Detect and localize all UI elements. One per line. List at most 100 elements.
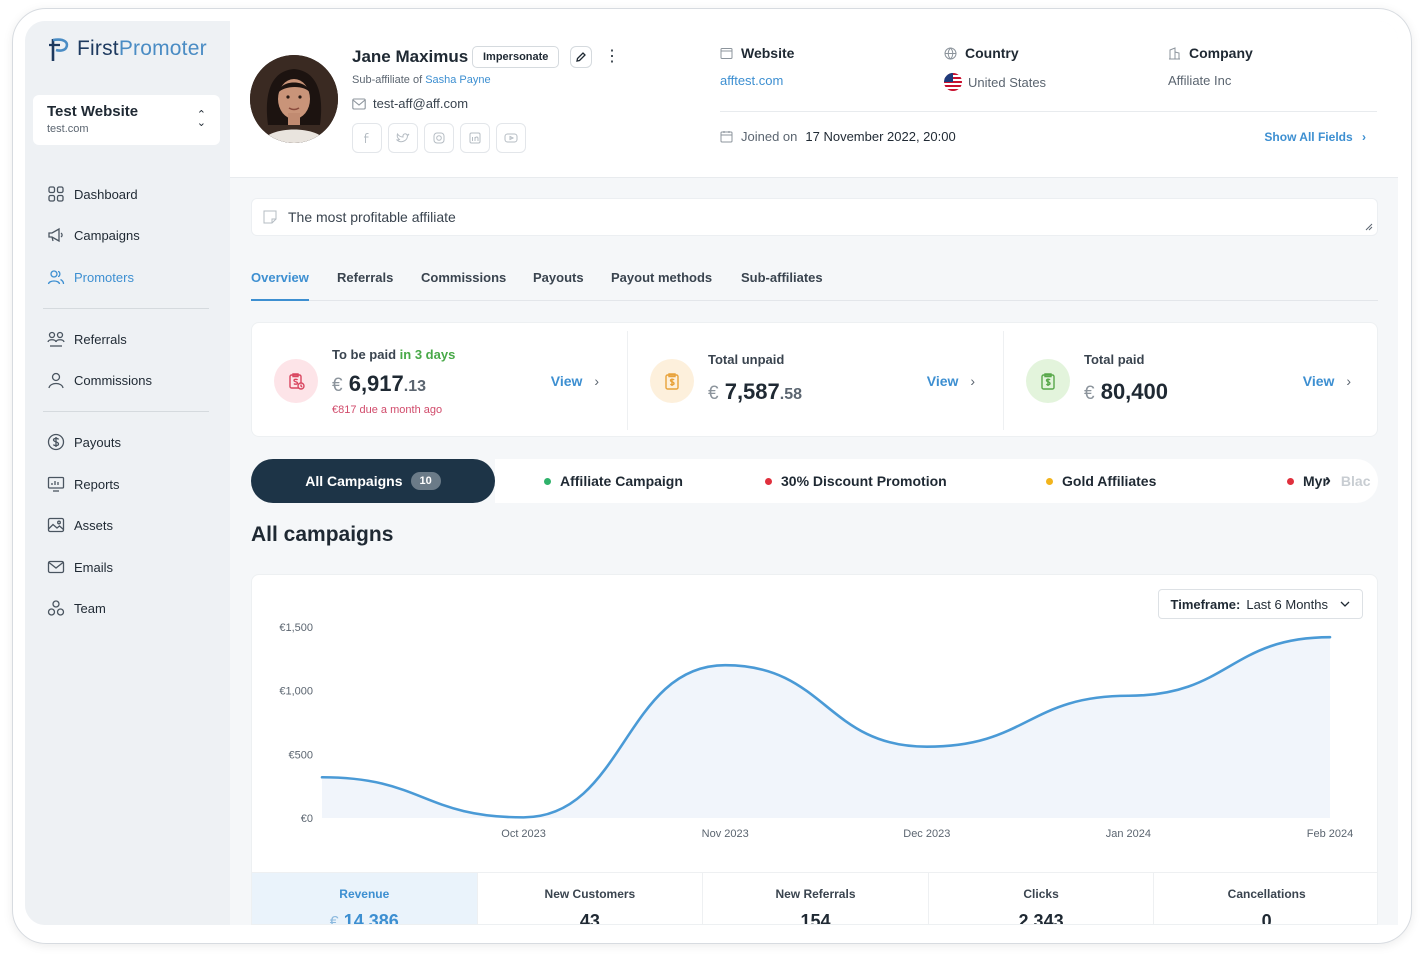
company-field: Company Affiliate Inc xyxy=(1168,45,1253,88)
view-to-be-paid-link[interactable]: View › xyxy=(550,373,599,389)
resize-handle-icon[interactable] xyxy=(1365,223,1373,231)
clipboard-dollar-icon xyxy=(650,359,694,403)
overflow-text: Blac xyxy=(1340,473,1371,489)
sidebar-divider xyxy=(43,411,209,412)
all-campaigns-button[interactable]: All Campaigns 10 xyxy=(251,459,495,503)
show-all-fields-link[interactable]: Show All Fields › xyxy=(1264,130,1366,144)
impersonate-button[interactable]: Impersonate xyxy=(472,46,560,68)
note-field[interactable]: The most profitable affiliate xyxy=(251,198,1378,236)
timeframe-select[interactable]: Timeframe: Last 6 Months xyxy=(1157,589,1363,619)
main-content: Jane Maximus Impersonate ⋮ Sub-affiliate… xyxy=(230,21,1398,925)
country-value: United States xyxy=(968,74,1047,90)
joined-date: Joined on 17 November 2022, 20:00 xyxy=(720,129,956,144)
campaign-list: Affiliate Campaign 30% Discount Promotio… xyxy=(495,459,1378,503)
chevron-down-icon xyxy=(1340,601,1350,607)
x-tick-label: Feb 2024 xyxy=(1307,828,1353,840)
website-link[interactable]: afftest.com xyxy=(720,73,784,88)
sidebar-item-payouts[interactable]: Payouts xyxy=(47,427,219,457)
campaign-count-badge: 10 xyxy=(410,472,441,490)
sidebar-item-label: Emails xyxy=(74,559,114,575)
promoter-name: Jane Maximus xyxy=(352,47,469,66)
metric-new-customers[interactable]: New Customers 43 xyxy=(478,873,704,924)
more-options-icon[interactable]: ⋮ xyxy=(604,48,620,65)
mail-icon xyxy=(47,560,65,574)
sidebar-item-referrals[interactable]: Referrals xyxy=(47,324,219,354)
chevron-right-icon: › xyxy=(1346,373,1351,389)
metrics-row: Revenue € 14.386 New Customers 43 New Re… xyxy=(252,872,1377,925)
building-icon xyxy=(1169,46,1180,59)
overdue-note: €817 due a month ago xyxy=(332,404,443,416)
sidebar-item-dashboard[interactable]: Dashboard xyxy=(47,179,219,209)
social-links xyxy=(352,123,526,153)
tab-payouts[interactable]: Payouts xyxy=(533,270,584,285)
sidebar-item-label: Assets xyxy=(74,517,114,533)
campaign-myr[interactable]: Myr Blac xyxy=(1287,459,1370,503)
sidebar-item-label: Promoters xyxy=(74,269,134,285)
sidebar-item-assets[interactable]: Assets xyxy=(47,510,219,540)
team-icon xyxy=(47,600,65,616)
sidebar-item-label: Campaigns xyxy=(74,227,140,243)
status-dot xyxy=(1287,477,1294,485)
profile-divider xyxy=(720,111,1377,112)
sidebar-item-campaigns[interactable]: Campaigns xyxy=(47,220,219,250)
globe-icon xyxy=(944,47,957,60)
tab-payout-methods[interactable]: Payout methods xyxy=(611,270,713,285)
sidebar-item-team[interactable]: Team xyxy=(47,593,219,623)
report-monitor-icon xyxy=(47,476,65,492)
metric-revenue[interactable]: Revenue € 14.386 xyxy=(252,873,478,924)
view-total-unpaid-link[interactable]: View › xyxy=(926,373,975,389)
overview-body: The most profitable affiliate Overview R… xyxy=(230,178,1398,925)
stat-total-paid: Total paid € 80,400 View › xyxy=(1004,323,1379,438)
tab-referrals[interactable]: Referrals xyxy=(337,270,394,285)
view-total-paid-link[interactable]: View › xyxy=(1302,373,1351,389)
sidebar-item-label: Payouts xyxy=(74,434,121,450)
stat-divider xyxy=(627,331,628,430)
linkedin-icon[interactable] xyxy=(460,123,490,153)
clipboard-check-icon xyxy=(1026,359,1070,403)
sidebar-item-commissions[interactable]: Commissions xyxy=(47,365,219,395)
y-tick-label: €1,500 xyxy=(279,622,313,634)
campaign-gold-affiliates[interactable]: Gold Affiliates xyxy=(1046,459,1156,503)
y-tick-label: €0 xyxy=(301,813,313,825)
profile-tabs: Overview Referrals Commissions Payouts P… xyxy=(251,270,1378,301)
tab-sub-affiliates[interactable]: Sub-affiliates xyxy=(741,270,823,285)
twitter-icon[interactable] xyxy=(388,123,418,153)
logo[interactable]: FirstPromoter xyxy=(47,35,207,63)
chevron-right-icon[interactable]: › xyxy=(1325,470,1331,490)
tab-commissions[interactable]: Commissions xyxy=(421,270,507,285)
chevron-updown-icon: ⌃ ⌄ xyxy=(196,109,206,129)
logo-text: FirstPromoter xyxy=(77,37,207,60)
stat-divider xyxy=(1003,331,1004,430)
x-tick-label: Jan 2024 xyxy=(1106,828,1151,840)
mail-icon xyxy=(352,97,366,110)
dollar-circle-icon xyxy=(47,433,65,451)
series-area xyxy=(322,637,1330,818)
campaign-30-discount-promotion[interactable]: 30% Discount Promotion xyxy=(765,459,947,503)
status-dot xyxy=(1046,477,1053,485)
parent-affiliate-link[interactable]: Sasha Payne xyxy=(425,74,491,86)
edit-button[interactable] xyxy=(570,46,592,68)
sidebar-item-promoters[interactable]: Promoters xyxy=(47,262,219,292)
sidebar-item-label: Team xyxy=(74,600,106,616)
grid-icon xyxy=(48,186,64,202)
instagram-icon[interactable] xyxy=(424,123,454,153)
device-frame: FirstPromoter Test Website test.com ⌃ ⌄ D… xyxy=(12,8,1412,944)
youtube-icon[interactable] xyxy=(496,123,526,153)
metric-cancellations[interactable]: Cancellations 0 xyxy=(1227,887,1306,925)
sidebar-item-emails[interactable]: Emails xyxy=(47,552,219,582)
sub-affiliate-of: Sub-affiliate of Sasha Payne xyxy=(352,74,491,86)
facebook-icon[interactable] xyxy=(352,123,382,153)
sidebar-item-reports[interactable]: Reports xyxy=(47,469,219,499)
payout-stats: To be paid in 3 days € 6,917.13 €817 due… xyxy=(251,322,1378,437)
referrals-icon xyxy=(47,331,65,347)
section-title: All campaigns xyxy=(251,523,394,546)
website-switcher[interactable]: Test Website test.com ⌃ ⌄ xyxy=(33,95,220,145)
profile-header: Jane Maximus Impersonate ⋮ Sub-affiliate… xyxy=(230,21,1398,178)
sidebar-item-label: Commissions xyxy=(74,372,153,388)
campaign-affiliate-campaign[interactable]: Affiliate Campaign xyxy=(544,459,683,503)
metric-clicks[interactable]: Clicks 2.343 xyxy=(929,873,1155,924)
tab-overview[interactable]: Overview xyxy=(251,270,309,301)
clipboard-money-icon xyxy=(274,359,318,403)
metric-new-referrals[interactable]: New Referrals 154 xyxy=(703,873,929,924)
sidebar-item-label: Referrals xyxy=(74,331,127,347)
